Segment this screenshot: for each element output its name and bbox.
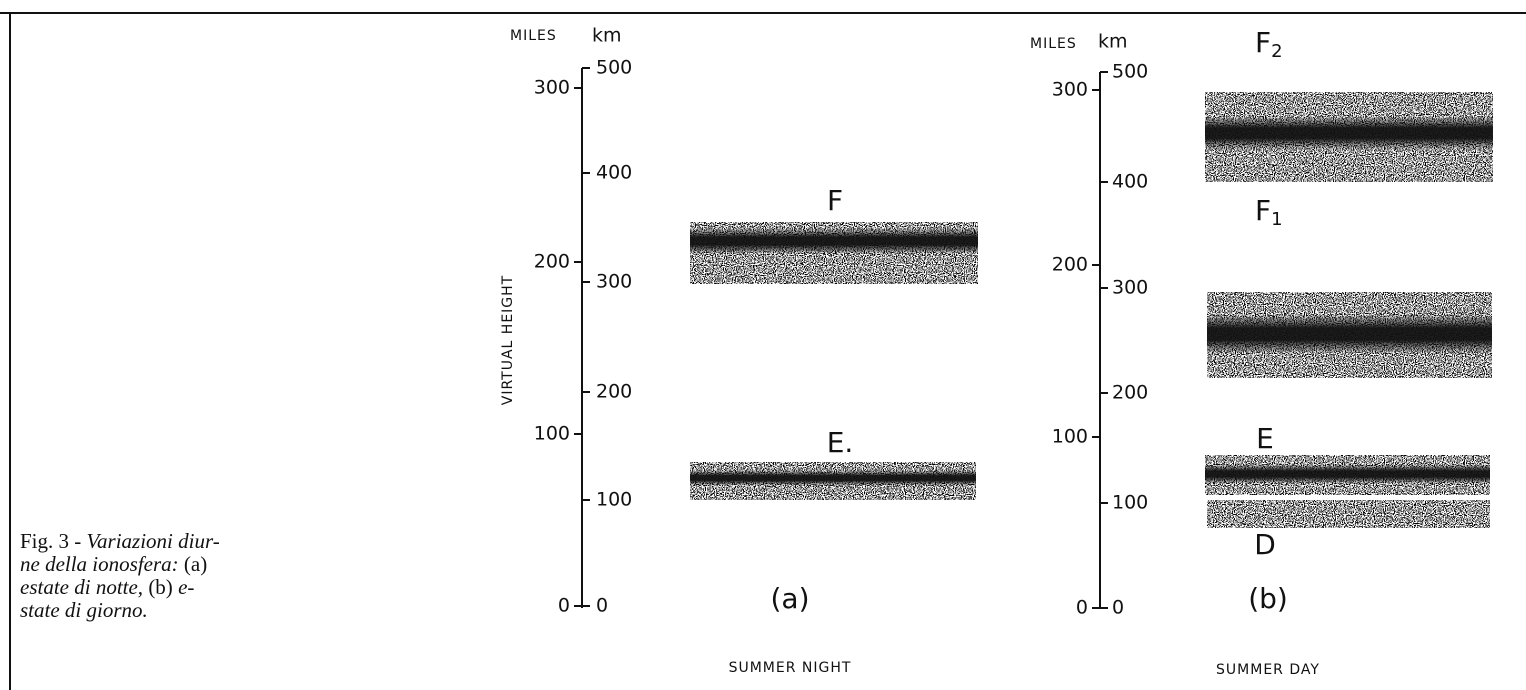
- layer-label: F1: [1255, 194, 1283, 230]
- layer-band: [1207, 500, 1490, 528]
- caption-text: ne della ionosfera:: [20, 552, 179, 576]
- miles-tick-label: 100: [534, 423, 570, 445]
- layer-sub: 2: [1271, 41, 1282, 62]
- km-tick-label: 300: [1112, 277, 1148, 299]
- layer-core: [1205, 116, 1493, 150]
- layer-label: F: [827, 184, 843, 217]
- panel-a: MILES km VIRTUAL HEIGHT 300 200 100 0 50…: [500, 25, 978, 676]
- axis-title: VIRTUAL HEIGHT: [500, 275, 516, 405]
- caption-line: Fig. 3 - Variazioni diur-: [20, 529, 220, 553]
- km-tick-label: 0: [596, 595, 608, 617]
- caption-text: (a): [179, 552, 208, 576]
- km-tick-label: 400: [596, 162, 632, 184]
- miles-tick-label: 300: [534, 77, 570, 99]
- panel-subtitle: SUMMER NIGHT: [729, 660, 852, 676]
- panel-label: (a): [770, 582, 809, 615]
- miles-tick-label: 300: [1052, 79, 1088, 101]
- km-tick-label: 200: [596, 381, 632, 403]
- layer-label: E.: [827, 426, 854, 459]
- miles-header: MILES: [510, 28, 557, 44]
- layer-label: D: [1254, 528, 1276, 561]
- caption-text: e-: [178, 575, 194, 599]
- layer-core: [690, 470, 976, 486]
- miles-tick-label: 200: [534, 251, 570, 273]
- km-tick-label: 500: [596, 57, 632, 79]
- caption-line: estate di notte, (b) e-: [20, 575, 194, 599]
- layer-core: [1207, 314, 1492, 354]
- caption-text: estate di notte,: [20, 575, 143, 599]
- layer-core: [1205, 464, 1490, 484]
- layer-label: F2: [1255, 26, 1283, 62]
- layer-name: F: [1255, 26, 1271, 59]
- km-tick-label: 100: [1112, 492, 1148, 514]
- km-tick-label: 300: [596, 271, 632, 293]
- miles-tick-label: 100: [1052, 426, 1088, 448]
- miles-tick-label: 0: [1076, 597, 1088, 619]
- caption-line: ne della ionosfera: (a): [20, 552, 207, 576]
- panel-subtitle: SUMMER DAY: [1216, 662, 1320, 678]
- panel-label: (b): [1248, 582, 1288, 615]
- km-tick-label: 100: [596, 489, 632, 511]
- panel-b: MILES km 300 200 100 0 500 400 300 200 1…: [1030, 26, 1493, 678]
- caption-text: state di giorno.: [20, 598, 148, 622]
- miles-tick-label: 0: [558, 595, 570, 617]
- caption-text: Variazioni diur-: [87, 529, 220, 553]
- layer-label: E: [1256, 422, 1274, 455]
- layer-sub: 1: [1271, 209, 1282, 230]
- km-tick-label: 200: [1112, 382, 1148, 404]
- km-header: km: [592, 25, 622, 47]
- caption-text: (b): [143, 575, 178, 599]
- km-header: km: [1098, 31, 1128, 53]
- km-tick-label: 500: [1112, 61, 1148, 83]
- caption-text: Fig. 3 -: [20, 529, 87, 553]
- km-tick-label: 400: [1112, 171, 1148, 193]
- km-tick-label: 0: [1112, 597, 1124, 619]
- miles-header: MILES: [1030, 36, 1077, 52]
- layer-core: [690, 228, 978, 254]
- layer-name: F: [1255, 194, 1271, 227]
- miles-tick-label: 200: [1052, 254, 1088, 276]
